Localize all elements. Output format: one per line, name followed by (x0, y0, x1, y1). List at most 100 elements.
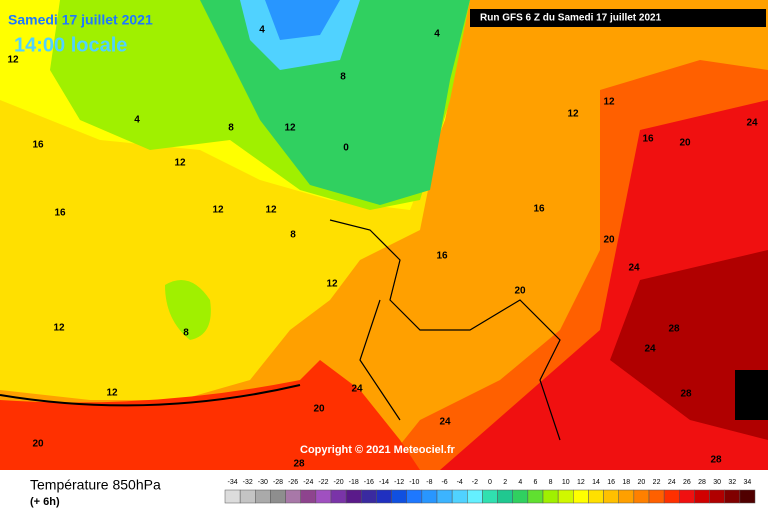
scale-label: 20 (638, 479, 646, 486)
scale-label: -4 (457, 479, 463, 486)
contour-label: 8 (228, 123, 234, 134)
color-swatch (467, 489, 483, 504)
contour-label: 12 (106, 388, 118, 399)
scale-label: -26 (288, 479, 298, 486)
color-swatch (573, 489, 589, 504)
zone-30 (610, 250, 768, 440)
scale-label: 30 (713, 479, 721, 486)
color-swatch (285, 489, 301, 504)
scale-label: -20 (334, 479, 344, 486)
map-time: 14:00 locale (14, 34, 127, 56)
contour-label: 4 (259, 25, 265, 36)
contour-label: 16 (436, 251, 448, 262)
run-info: Run GFS 6 Z du Samedi 17 juillet 2021 (480, 13, 662, 24)
isotherm-20 (0, 384, 301, 407)
contour-label: 24 (644, 344, 656, 355)
contour-label: 4 (134, 115, 140, 126)
color-swatch (421, 489, 438, 504)
color-swatch (315, 489, 332, 504)
coastlines (329, 219, 561, 441)
contour-label: 20 (32, 439, 44, 450)
scale-label: -16 (364, 479, 374, 486)
contour-label: 28 (710, 455, 722, 466)
contour-label: 12 (212, 205, 224, 216)
scale-label: 14 (592, 479, 600, 486)
color-swatch (603, 489, 619, 504)
scale-label: -32 (243, 479, 253, 486)
color-swatch (330, 489, 347, 504)
color-swatch (391, 489, 407, 504)
color-swatch (497, 489, 513, 504)
scale-label: 12 (577, 479, 585, 486)
contour-label: 12 (265, 205, 277, 216)
contour-label: 8 (340, 72, 346, 83)
scale-label: 18 (622, 479, 630, 486)
color-swatch (482, 489, 498, 504)
scale-label: 34 (744, 479, 752, 486)
contour-label: 20 (514, 286, 526, 297)
zone-24-south (0, 360, 420, 470)
scale-label: 6 (533, 479, 537, 486)
scale-label: -10 (409, 479, 419, 486)
scale-label: 22 (653, 479, 661, 486)
scale-label: 8 (549, 479, 553, 486)
contour-label: 12 (603, 97, 615, 108)
color-swatch (361, 489, 377, 504)
scale-label: -8 (426, 479, 432, 486)
contour-label: 12 (174, 158, 186, 169)
scale-label: -30 (258, 479, 268, 486)
zone-cold-core (265, 0, 340, 40)
contour-label: 16 (642, 134, 654, 145)
color-scale: -34 -32 -30 -28 -26 -24 -22 -20 -18 -16 -14 -12 -10-… (224, 479, 756, 504)
scale-label: 4 (518, 479, 522, 486)
color-swatch (376, 489, 392, 504)
contour-label: 28 (680, 389, 692, 400)
scale-label: -2 (472, 479, 478, 486)
color-swatch (739, 489, 756, 504)
color-swatch (618, 489, 635, 504)
scale-label: -14 (379, 479, 389, 486)
contour-labels: 4 4 12 16 4 8 8 12 0 12 12 12 16 8 12 8 12 12 20 20 24 24 16 20… (7, 25, 758, 470)
color-swatch (527, 489, 544, 504)
contour-label: 20 (679, 138, 691, 149)
scale-label: -18 (349, 479, 359, 486)
contour-label: 16 (32, 140, 44, 151)
scale-label: -34 (228, 479, 238, 486)
color-swatch (270, 489, 286, 504)
color-swatch (345, 489, 362, 504)
scale-label: 16 (607, 479, 615, 486)
color-swatch (694, 489, 710, 504)
run-box (470, 9, 766, 27)
contour-label: 24 (351, 384, 363, 395)
variable-name: Température 850hPa (30, 477, 161, 493)
contour-label: 12 (567, 109, 579, 120)
color-swatch (451, 489, 468, 504)
color-swatch (542, 489, 559, 504)
copyright: Copyright © 2021 Meteociel.fr (300, 444, 456, 456)
contour-label: 16 (533, 204, 545, 215)
color-swatch (724, 489, 741, 504)
zone-34 (735, 370, 768, 420)
contour-label: 20 (313, 404, 325, 415)
color-swatch (633, 489, 650, 504)
map-date: Samedi 17 juillet 2021 (8, 12, 153, 28)
scale-label: -24 (303, 479, 313, 486)
color-swatch (512, 489, 529, 504)
color-swatch (557, 489, 574, 504)
contour-label: 20 (603, 235, 615, 246)
color-swatch (663, 489, 680, 504)
color-swatch (239, 489, 256, 504)
color-swatch (679, 489, 695, 504)
forecast-step: (+ 6h) (30, 496, 60, 508)
contour-label: 12 (284, 123, 296, 134)
contour-label: 16 (54, 208, 66, 219)
scale-label: 26 (683, 479, 691, 486)
contour-label: 4 (434, 29, 440, 40)
scale-label: 2 (503, 479, 507, 486)
scale-label: 32 (728, 479, 736, 486)
color-swatch (406, 489, 423, 504)
contour-label: 12 (7, 55, 19, 66)
scale-label: 28 (698, 479, 706, 486)
scale-label: 0 (488, 479, 492, 486)
